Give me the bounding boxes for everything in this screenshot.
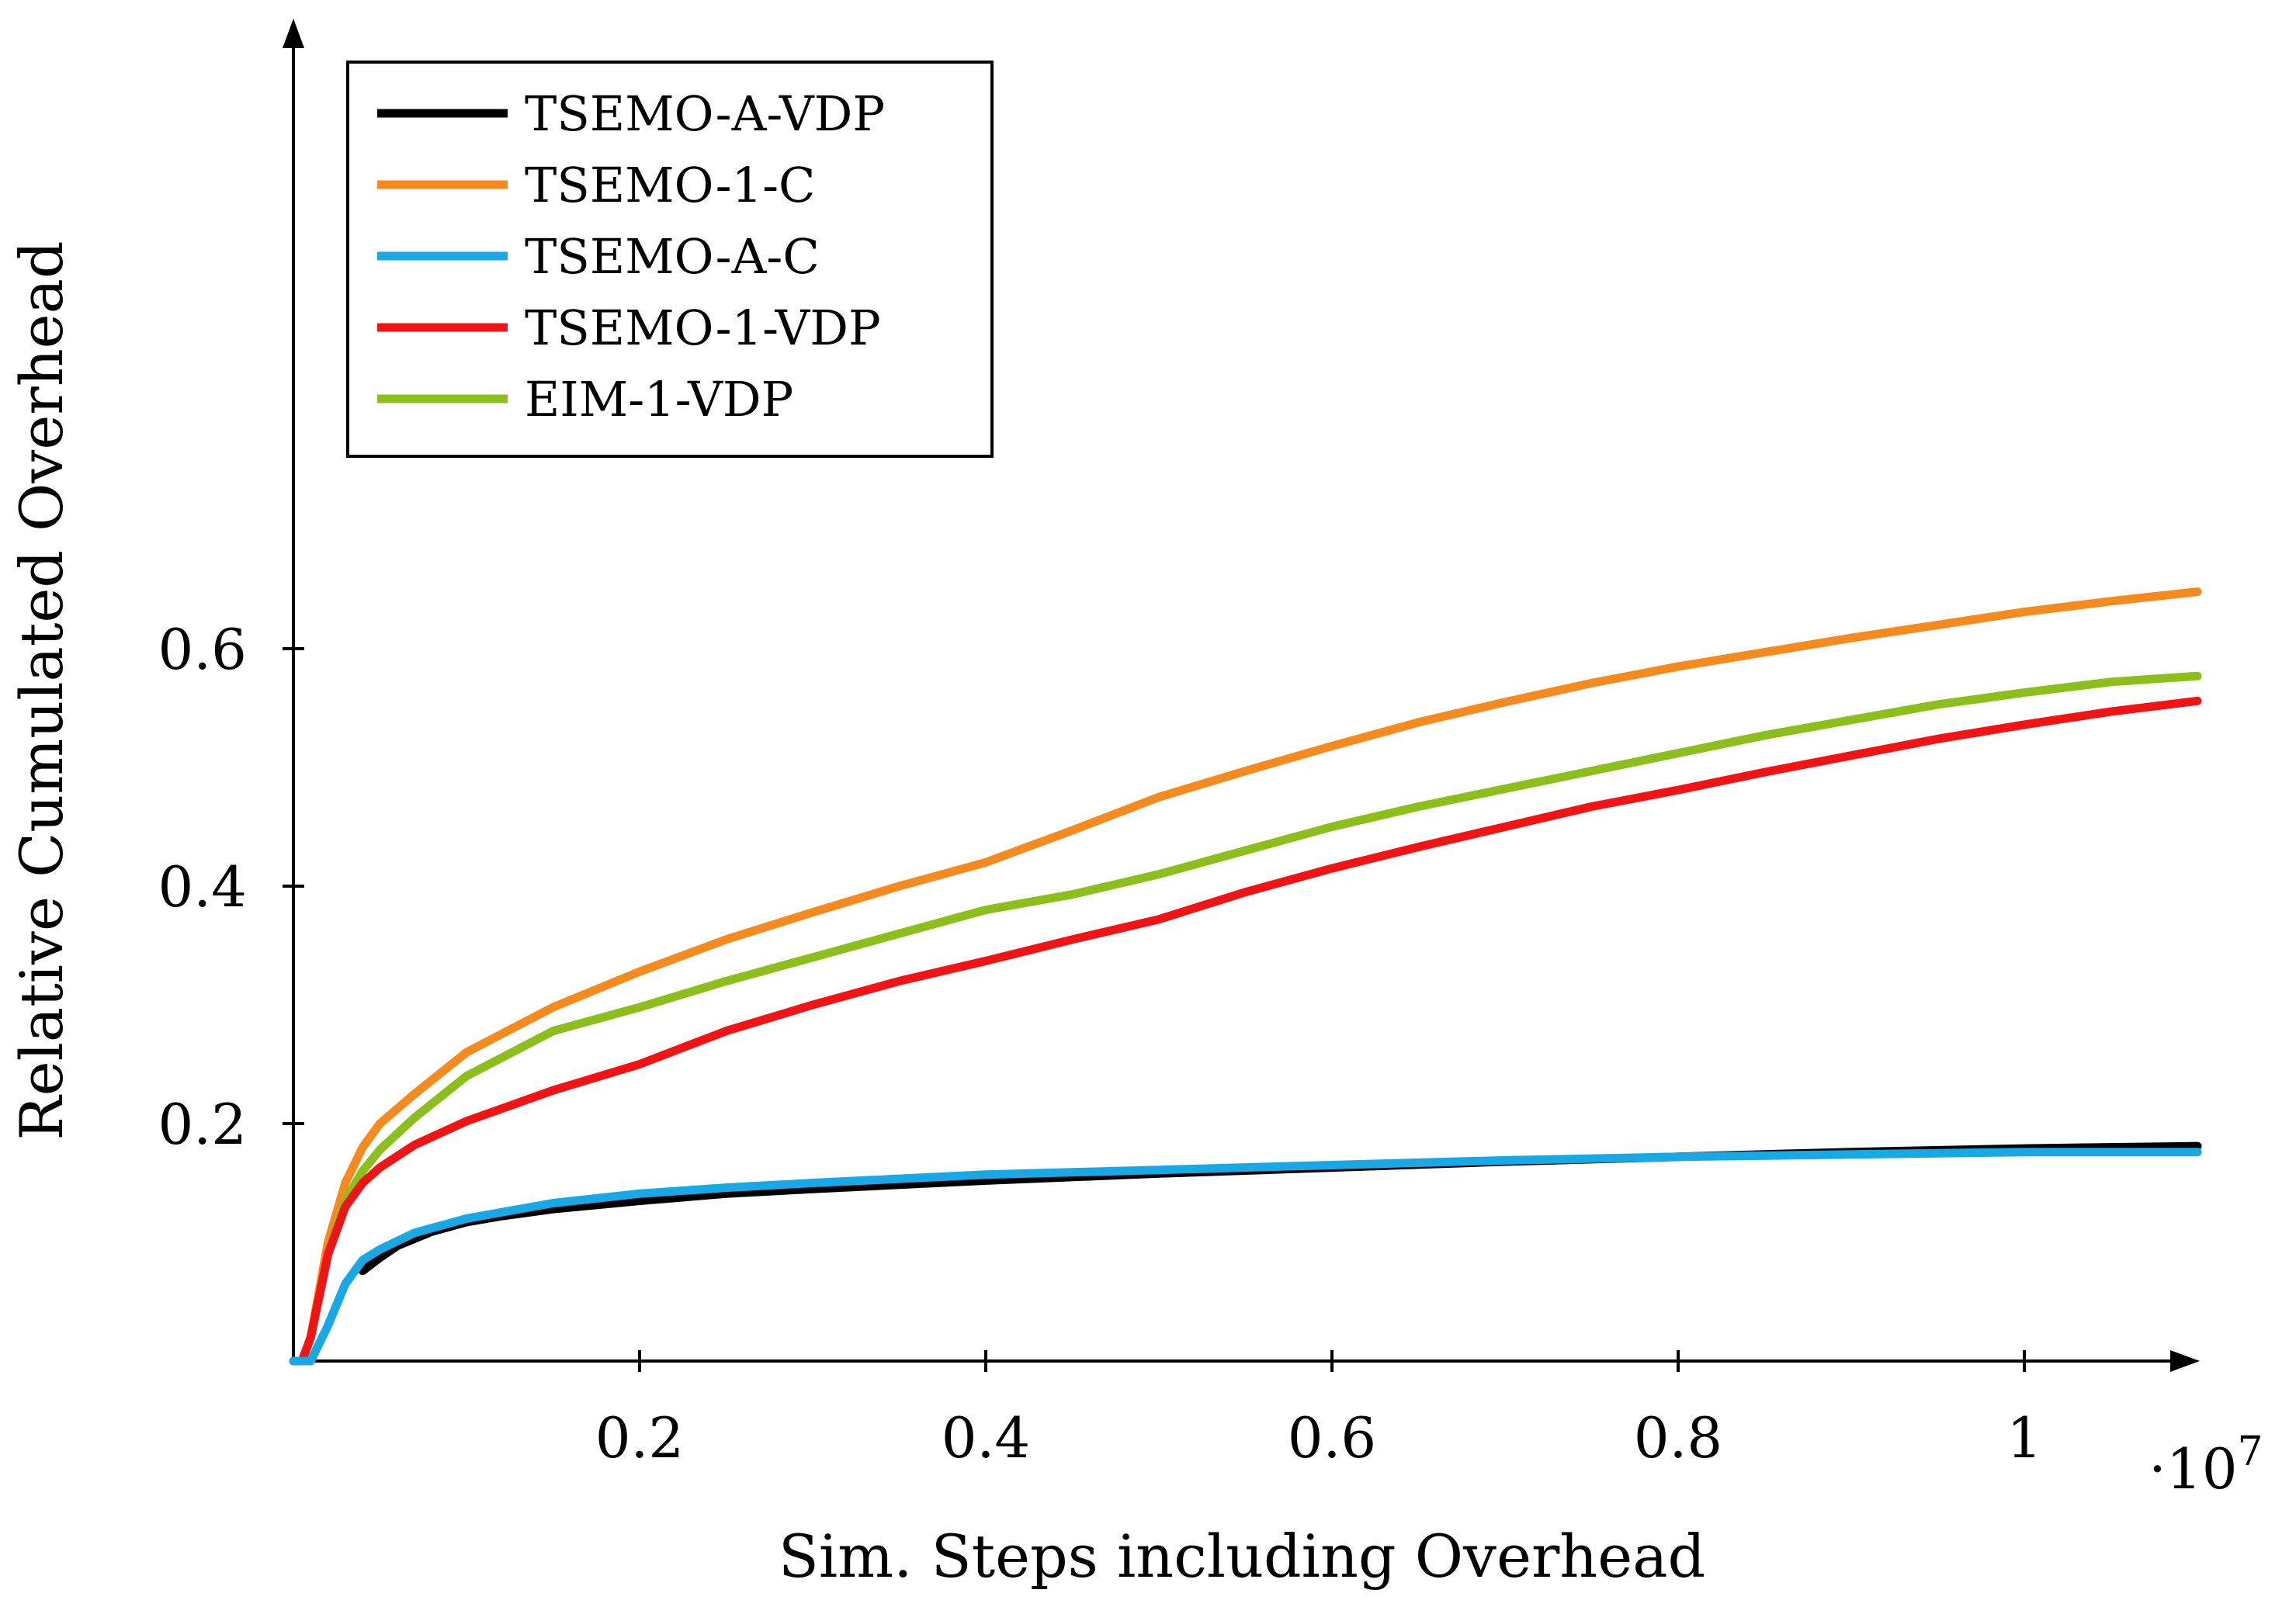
legend: TSEMO-A-VDP TSEMO-1-C TSEMO-A-C TSEMO-1-VDP… (346, 61, 994, 458)
x-tick-label: 0.2 (595, 1405, 685, 1470)
y-axis-arrow (283, 19, 304, 48)
series-line-eim-1-vdp (289, 671, 2202, 1366)
x-axis-title: Sim. Steps including Overhead (779, 1522, 1705, 1591)
legend-label: TSEMO-A-VDP (525, 85, 885, 142)
legend-label: EIM-1-VDP (525, 371, 793, 428)
x-tick-label: 0.4 (942, 1405, 1031, 1470)
legend-label: TSEMO-A-C (525, 228, 820, 285)
y-tick-label: 0.6 (158, 617, 247, 682)
series-line-tsemo-1-vdp (289, 696, 2202, 1366)
legend-label: TSEMO-1-VDP (525, 300, 881, 356)
y-ticks: 0.2 0.4 0.6 (158, 617, 304, 1157)
y-axis-title: Relative Cumulated Overhead (7, 241, 76, 1140)
x-scale-multiplier: ·107 (2149, 1429, 2263, 1501)
x-tick-label: 0.6 (1288, 1405, 1377, 1470)
series-line-tsemo-1-c (289, 587, 2202, 1366)
x-tick-label: 0.8 (1634, 1405, 1723, 1470)
legend-label: TSEMO-1-C (525, 157, 815, 213)
series-group (289, 587, 2202, 1366)
x-axis-arrow (2170, 1350, 2200, 1372)
x-scale-exponent: 7 (2238, 1429, 2263, 1475)
y-tick-label: 0.2 (158, 1092, 247, 1157)
x-tick-label: 1 (2006, 1405, 2042, 1470)
y-tick-label: 0.4 (158, 854, 247, 920)
x-scale-base: ·10 (2149, 1436, 2238, 1501)
axes (283, 19, 2200, 1372)
legend-items: TSEMO-A-VDP TSEMO-1-C TSEMO-A-C TSEMO-1-VDP… (377, 85, 885, 428)
series-line-tsemo-a-c (289, 1148, 2202, 1366)
x-ticks: 0.2 0.4 0.6 0.8 1 (595, 1350, 2042, 1470)
